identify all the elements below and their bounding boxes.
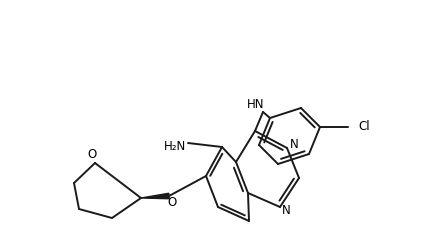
Text: HN: HN: [247, 98, 265, 111]
Polygon shape: [141, 193, 169, 199]
Text: O: O: [167, 196, 177, 209]
Text: Cl: Cl: [358, 121, 370, 134]
Text: N: N: [290, 138, 298, 151]
Text: H₂N: H₂N: [164, 140, 186, 154]
Text: N: N: [282, 203, 290, 216]
Text: O: O: [87, 149, 97, 162]
